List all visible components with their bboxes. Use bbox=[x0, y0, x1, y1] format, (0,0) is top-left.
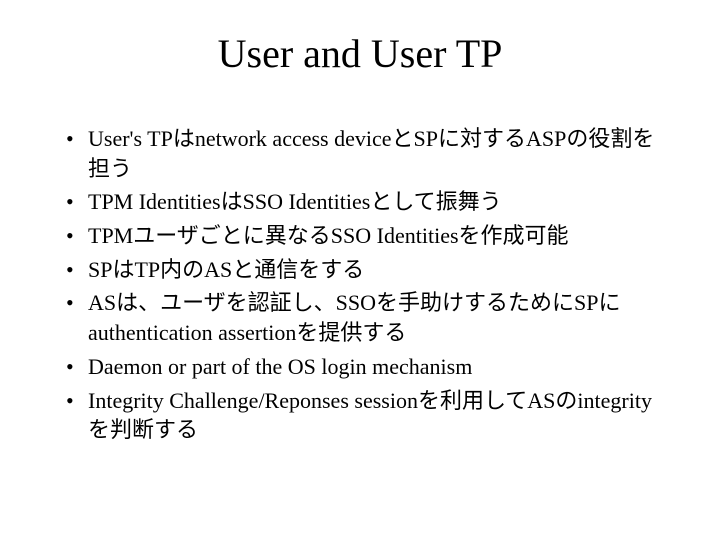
slide-container: User and User TP User's TPはnetwork acces… bbox=[0, 0, 720, 540]
list-item: Daemon or part of the OS login mechanism bbox=[60, 352, 660, 382]
list-item: Integrity Challenge/Reponses sessionを利用し… bbox=[60, 386, 660, 445]
bullet-list: User's TPはnetwork access deviceとSPに対するAS… bbox=[60, 124, 660, 445]
list-item: TPM IdentitiesはSSO Identitiesとして振舞う bbox=[60, 187, 660, 217]
list-item: TPMユーザごとに異なるSSO Identitiesを作成可能 bbox=[60, 221, 660, 251]
list-item: ASは、ユーザを認証し、SSOを手助けするためにSPにauthenticatio… bbox=[60, 288, 660, 347]
slide-title: User and User TP bbox=[60, 30, 660, 78]
list-item: User's TPはnetwork access deviceとSPに対するAS… bbox=[60, 124, 660, 183]
list-item: SPはTP内のASと通信をする bbox=[60, 255, 660, 285]
